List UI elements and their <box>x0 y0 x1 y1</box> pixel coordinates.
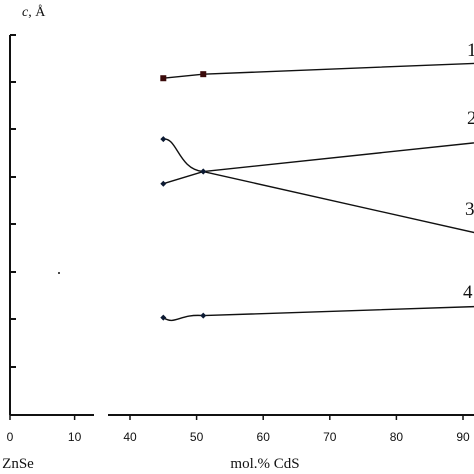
series-label-1: 1 <box>467 40 474 61</box>
series-label-4: 4 <box>463 282 473 303</box>
x-tick-label-right-2: 60 <box>257 430 271 444</box>
series-2-point-0 <box>160 180 167 187</box>
x-axis-label-right: mol.% CdS <box>230 456 299 472</box>
y-axis-label-unit: , Å <box>28 4 46 20</box>
series-label-3: 3 <box>465 199 474 220</box>
y-axis-label: c, Å <box>22 4 46 20</box>
series-3-point-0 <box>160 136 167 143</box>
x-tick-label-right-5: 90 <box>456 430 470 444</box>
series-line-1 <box>163 62 474 79</box>
x-axis-label-left: ZnSe <box>2 456 34 472</box>
stray-point <box>58 272 60 274</box>
series-4-point-0 <box>160 314 167 321</box>
series-label-2: 2 <box>467 108 474 129</box>
series-3-point-1 <box>200 168 207 175</box>
series-4-point-1 <box>200 312 207 319</box>
series-1-point-1 <box>200 71 207 78</box>
series-layer <box>160 62 474 322</box>
x-tick-label-right-4: 80 <box>390 430 404 444</box>
x-tick-label-right-1: 50 <box>190 430 204 444</box>
x-tick-label-right-3: 70 <box>323 430 337 444</box>
x-tick-label-left-1: 10 <box>68 430 82 444</box>
x-tick-label-left-0: 0 <box>7 430 14 444</box>
labels: 0 10 40 50 60 70 80 90 ZnSe mol.% CdS c, Å 1 2 3 4 <box>2 4 474 472</box>
series-line-2 <box>163 142 474 185</box>
series-line-4 <box>162 305 474 322</box>
x-tick-label-right-0: 40 <box>123 430 137 444</box>
axes <box>9 34 474 420</box>
y-axis-label-symbol: c <box>22 5 29 20</box>
series-1-point-0 <box>160 75 167 82</box>
series-line-3 <box>163 138 474 234</box>
